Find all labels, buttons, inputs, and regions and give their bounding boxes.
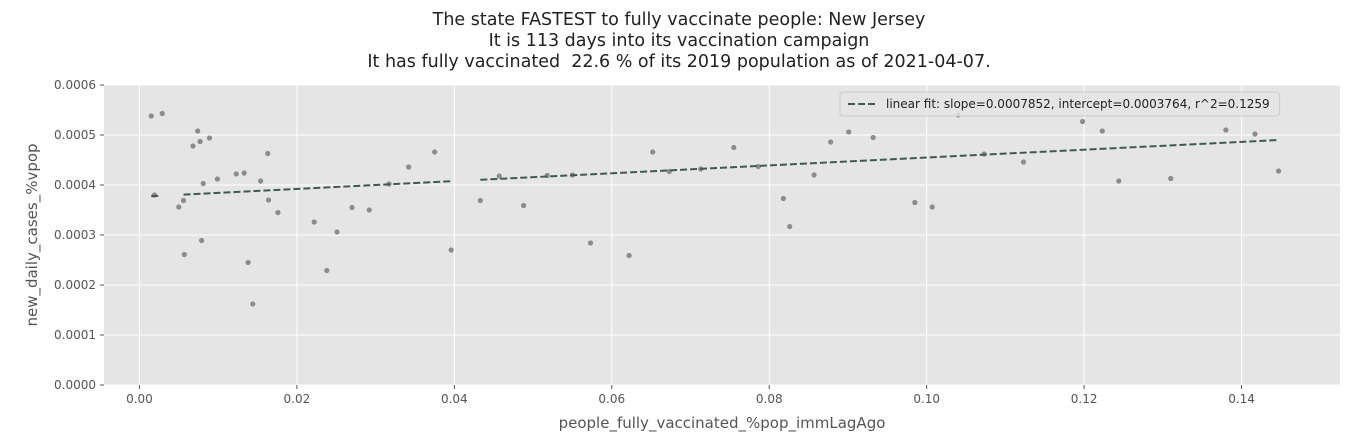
y-tick-label: 0.0004 [54,178,96,192]
data-point [731,144,737,151]
data-point [334,229,340,235]
data-point [265,197,272,203]
data-point [626,252,632,259]
data-point [214,176,220,182]
data-point [1168,175,1174,182]
data-point [432,149,438,155]
data-point [245,259,251,266]
data-point [1275,168,1282,174]
fit-line [151,139,1279,198]
data-point [1252,131,1258,137]
x-tick-label: 0.12 [1071,392,1098,406]
data-point [233,171,239,177]
data-point [258,178,264,184]
data-point [870,134,876,141]
x-tick-label: 0.06 [598,392,625,406]
data-point [181,251,187,258]
chart-title-line-3: It has fully vaccinated 22.6 % of its 20… [367,52,991,72]
x-tick-label: 0.04 [441,392,468,406]
data-point [148,113,154,119]
y-tick-label: 0.0006 [54,78,96,92]
data-point [1020,159,1027,165]
fit-line-segment [183,180,452,196]
y-axis-ticks: 0.0000 0.0001 0.0002 0.0003 0.0004 0.0005 0.00… [54,78,104,392]
data-point [176,204,182,210]
data-point [929,204,935,210]
data-point [587,240,594,246]
data-point [159,110,165,117]
data-point [521,202,527,209]
legend: linear fit: slope=0.0007852, intercept=0… [839,91,1281,117]
y-tick-label: 0.0000 [54,378,96,392]
x-axis-label: people_fully_vaccinated_%pop_immLagAgo [559,414,886,433]
data-point [180,197,187,204]
data-point [448,247,454,253]
data-point [787,223,793,230]
data-point [349,204,355,211]
data-point [811,172,817,178]
data-point [912,199,918,206]
data-point [846,129,852,135]
data-point [1079,118,1086,125]
data-point [190,143,196,149]
y-tick-label: 0.0001 [54,328,96,342]
legend-label: linear fit: slope=0.0007852, intercept=0… [886,97,1270,111]
data-point [406,164,412,170]
data-point [195,128,201,134]
data-point [828,139,834,145]
data-point [477,197,483,204]
fit-line-segment [480,139,1279,181]
y-axis-label: new_daily_cases_%vpop [23,143,42,326]
y-tick-label: 0.0005 [54,128,96,142]
data-point [250,301,256,307]
data-point [650,149,656,155]
y-tick-label: 0.0002 [54,278,96,292]
x-tick-label: 0.02 [284,392,311,406]
grid-lines [104,84,1340,386]
x-tick-label: 0.14 [1228,392,1255,406]
data-point [311,219,317,225]
data-point [1116,178,1122,184]
data-point [241,170,247,176]
chart-title-line-1: The state FASTEST to fully vaccinate peo… [432,10,926,30]
data-point [1099,128,1105,134]
data-point [275,209,281,216]
x-axis-ticks: 0.00 0.02 0.04 0.06 0.08 0.10 0.12 0.14 [126,385,1255,406]
y-tick-label: 0.0003 [54,228,96,242]
data-point [206,135,213,141]
data-point [324,267,330,274]
chart-title: The state FASTEST to fully vaccinate peo… [0,10,1358,73]
data-point [496,173,502,179]
data-point [366,207,372,213]
x-tick-label: 0.10 [913,392,940,406]
data-point [200,180,206,187]
x-tick-label: 0.00 [126,392,153,406]
data-point [780,195,787,202]
data-point [1223,127,1229,133]
x-tick-label: 0.08 [756,392,783,406]
data-point [199,237,205,244]
chart-title-line-2: It is 113 days into its vaccination camp… [488,31,870,51]
data-points [148,110,1282,307]
data-point [197,138,203,145]
data-point [265,150,271,157]
legend-box [839,91,1281,117]
